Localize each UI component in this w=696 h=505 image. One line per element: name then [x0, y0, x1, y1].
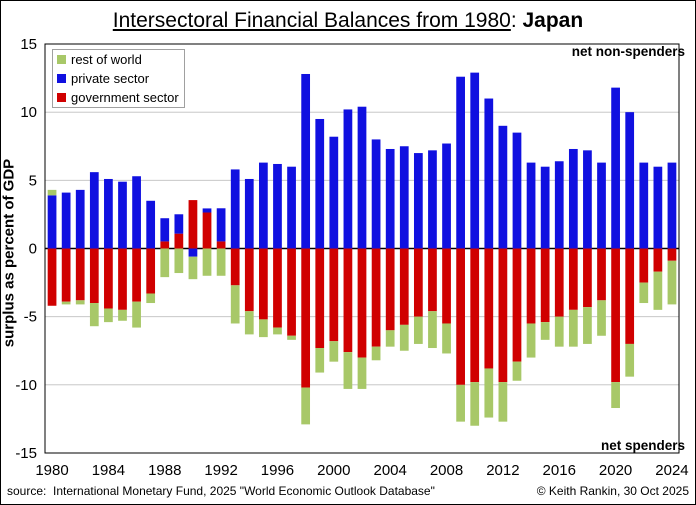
svg-text:1992: 1992: [204, 462, 237, 479]
svg-text:1980: 1980: [35, 462, 68, 479]
svg-text:0: 0: [29, 241, 37, 258]
svg-text:15: 15: [20, 36, 37, 53]
svg-text:10: 10: [20, 104, 37, 121]
svg-text:5: 5: [29, 172, 37, 189]
svg-text:2008: 2008: [430, 462, 463, 479]
svg-text:2020: 2020: [599, 462, 632, 479]
svg-text:1996: 1996: [261, 462, 294, 479]
svg-text:2000: 2000: [317, 462, 350, 479]
svg-text:2004: 2004: [373, 462, 406, 479]
svg-text:-10: -10: [15, 377, 37, 394]
svg-text:2016: 2016: [543, 462, 576, 479]
svg-text:-5: -5: [24, 309, 37, 326]
svg-text:-15: -15: [15, 445, 37, 462]
svg-text:2012: 2012: [486, 462, 519, 479]
svg-text:2024: 2024: [655, 462, 688, 479]
svg-text:1984: 1984: [92, 462, 125, 479]
svg-text:1988: 1988: [148, 462, 181, 479]
